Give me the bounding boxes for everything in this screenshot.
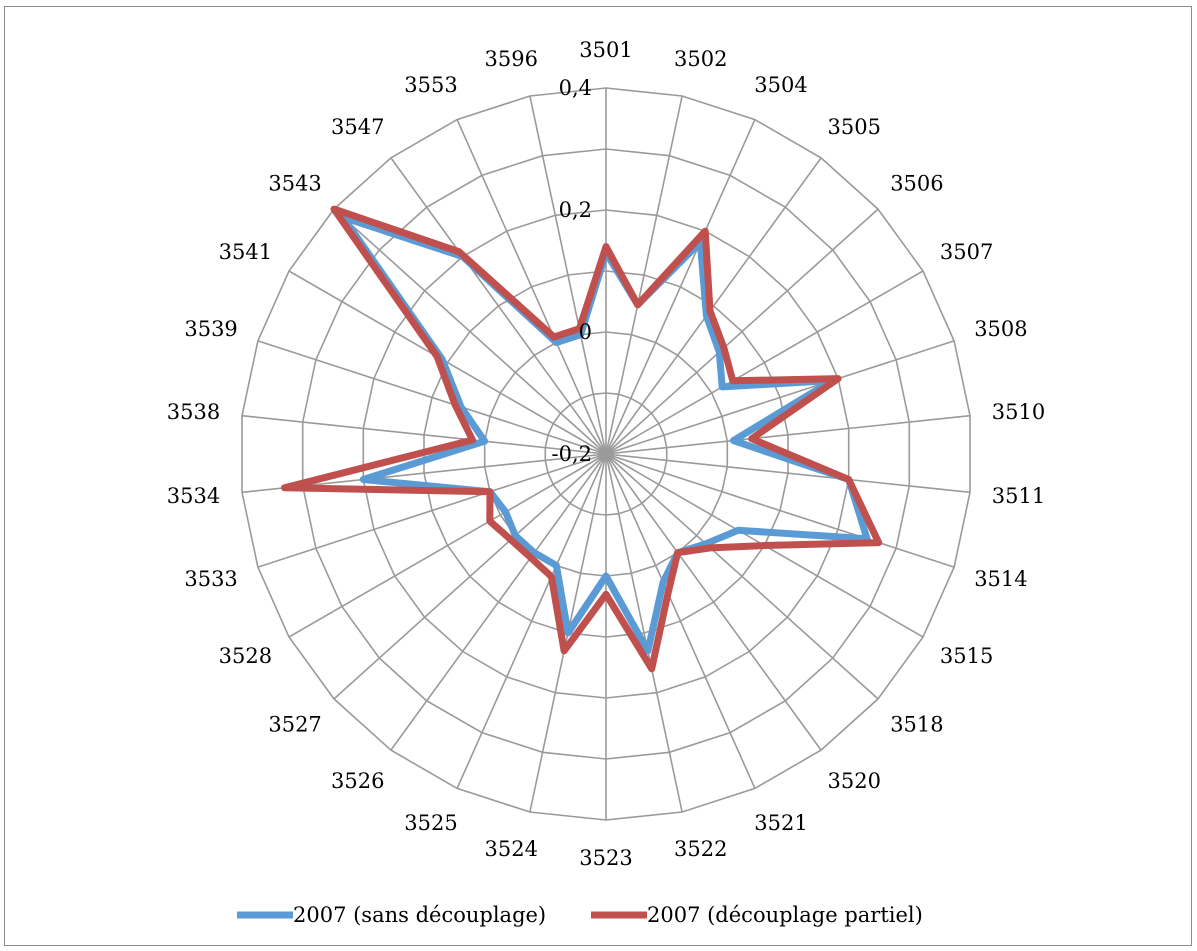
spoke xyxy=(257,453,607,568)
category-label: 3502 xyxy=(674,47,727,71)
chart-frame: 3501 3502 3504 3505 3506 3507 3508 3510 3511 3514… xyxy=(4,6,1192,946)
legend-label: 2007 (sans découplage) xyxy=(293,903,546,927)
spoke xyxy=(605,453,756,789)
category-label: 3553 xyxy=(404,73,457,97)
category-label: 3596 xyxy=(485,47,538,71)
spoke xyxy=(288,270,607,455)
category-label: 3547 xyxy=(331,115,384,139)
tick-label: 0,4 xyxy=(559,76,592,100)
spoke xyxy=(605,453,822,751)
category-label: 3523 xyxy=(579,846,632,870)
category-label: 3506 xyxy=(890,172,943,196)
spoke xyxy=(605,453,955,568)
spoke xyxy=(605,453,971,494)
category-label: 3501 xyxy=(579,38,632,62)
spoke xyxy=(605,270,924,455)
category-label: 3521 xyxy=(754,811,807,835)
tick-label: 0,2 xyxy=(559,198,592,222)
spoke xyxy=(456,453,607,789)
category-label: 3505 xyxy=(828,115,881,139)
radar-chart: 3501 3502 3504 3505 3506 3507 3508 3510 3511 3514… xyxy=(167,38,1046,927)
spoke xyxy=(390,453,607,751)
category-label: 3538 xyxy=(167,400,220,424)
category-label: 3525 xyxy=(404,811,457,835)
category-label: 3508 xyxy=(974,317,1027,341)
spoke xyxy=(605,208,879,455)
category-label: 3539 xyxy=(184,317,237,341)
category-label: 3511 xyxy=(992,484,1045,508)
tick-labels: -0,2 0 0,2 0,4 xyxy=(552,76,593,466)
spoke xyxy=(456,119,607,455)
category-label: 3526 xyxy=(331,769,384,793)
category-label: 3527 xyxy=(268,712,321,736)
spoke xyxy=(605,453,683,813)
spoke xyxy=(529,95,607,455)
category-label: 3510 xyxy=(992,400,1045,424)
spoke xyxy=(333,208,607,455)
spoke xyxy=(241,414,607,455)
spoke xyxy=(605,340,955,455)
category-label: 3533 xyxy=(184,567,237,591)
category-labels: 3501 3502 3504 3505 3506 3507 3508 3510 3511 3514… xyxy=(167,38,1046,870)
legend: 2007 (sans découplage) 2007 (découplage p… xyxy=(237,903,923,927)
tick-label: 0 xyxy=(579,320,592,344)
spokes xyxy=(241,88,971,820)
category-label: 3515 xyxy=(940,644,993,668)
spoke xyxy=(605,414,971,455)
tick-label: -0,2 xyxy=(552,442,593,466)
spoke xyxy=(605,95,683,455)
category-label: 3518 xyxy=(890,712,943,736)
series-line-2 xyxy=(281,205,883,673)
category-label: 3543 xyxy=(268,172,321,196)
spoke xyxy=(605,453,879,700)
spoke xyxy=(257,340,607,455)
category-label: 3504 xyxy=(754,73,807,97)
spoke xyxy=(288,453,607,638)
series-lines xyxy=(281,205,883,673)
category-label: 3520 xyxy=(828,769,881,793)
spoke xyxy=(390,157,607,455)
category-label: 3507 xyxy=(940,240,993,264)
spoke xyxy=(333,453,607,700)
category-label: 3524 xyxy=(485,837,538,861)
series-line-1 xyxy=(339,213,871,655)
category-label: 3514 xyxy=(974,567,1027,591)
spoke xyxy=(605,119,756,455)
spoke xyxy=(605,157,822,455)
category-label: 3541 xyxy=(219,240,272,264)
category-label: 3534 xyxy=(167,484,220,508)
category-label: 3522 xyxy=(674,837,727,861)
legend-label: 2007 (découplage partiel) xyxy=(647,903,923,927)
category-label: 3528 xyxy=(219,644,272,668)
